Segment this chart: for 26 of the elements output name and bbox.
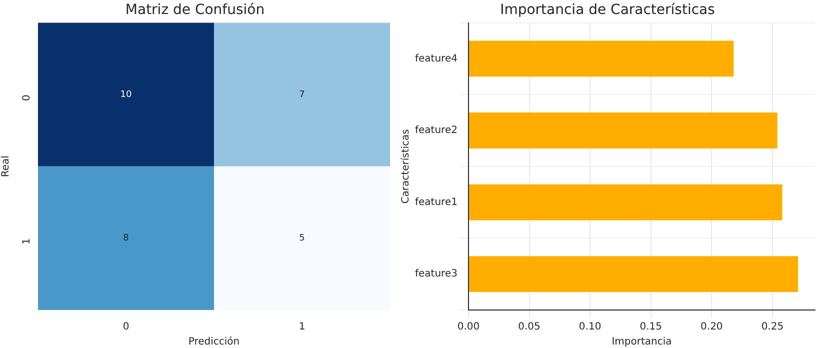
x-tick-label: 0	[122, 322, 130, 333]
bar	[468, 184, 782, 220]
x-axis-title: Predicción	[188, 336, 240, 348]
data-label: 5	[299, 234, 305, 244]
x-tick-label: 0.10	[578, 322, 602, 333]
x-axis-title: Importancia	[612, 336, 672, 348]
bar	[468, 40, 734, 77]
x-tick-label: 1	[298, 322, 306, 333]
x-tick-label: 0.20	[700, 322, 723, 333]
y-axis-title: Real	[0, 156, 12, 178]
y-axis-title: Características	[400, 129, 412, 204]
x-tick-label: 0.00	[457, 322, 480, 333]
x-tick-label: 0.25	[761, 322, 784, 333]
data-label: 10	[120, 90, 132, 100]
x-tick-label: 0.05	[518, 322, 540, 333]
x-tick-label: 0.15	[640, 322, 662, 333]
y-tick-label: feature2	[414, 125, 458, 136]
bar	[468, 256, 798, 292]
chart-title: Matriz de Confusión	[125, 2, 265, 18]
chart-title: Importancia de Características	[500, 2, 715, 18]
y-tick-label: feature3	[414, 268, 458, 280]
data-label: 8	[123, 234, 130, 244]
y-tick-label: feature4	[414, 53, 458, 64]
bar	[468, 112, 778, 148]
y-tick-label: feature1	[414, 196, 458, 208]
data-label: 7	[299, 90, 305, 100]
